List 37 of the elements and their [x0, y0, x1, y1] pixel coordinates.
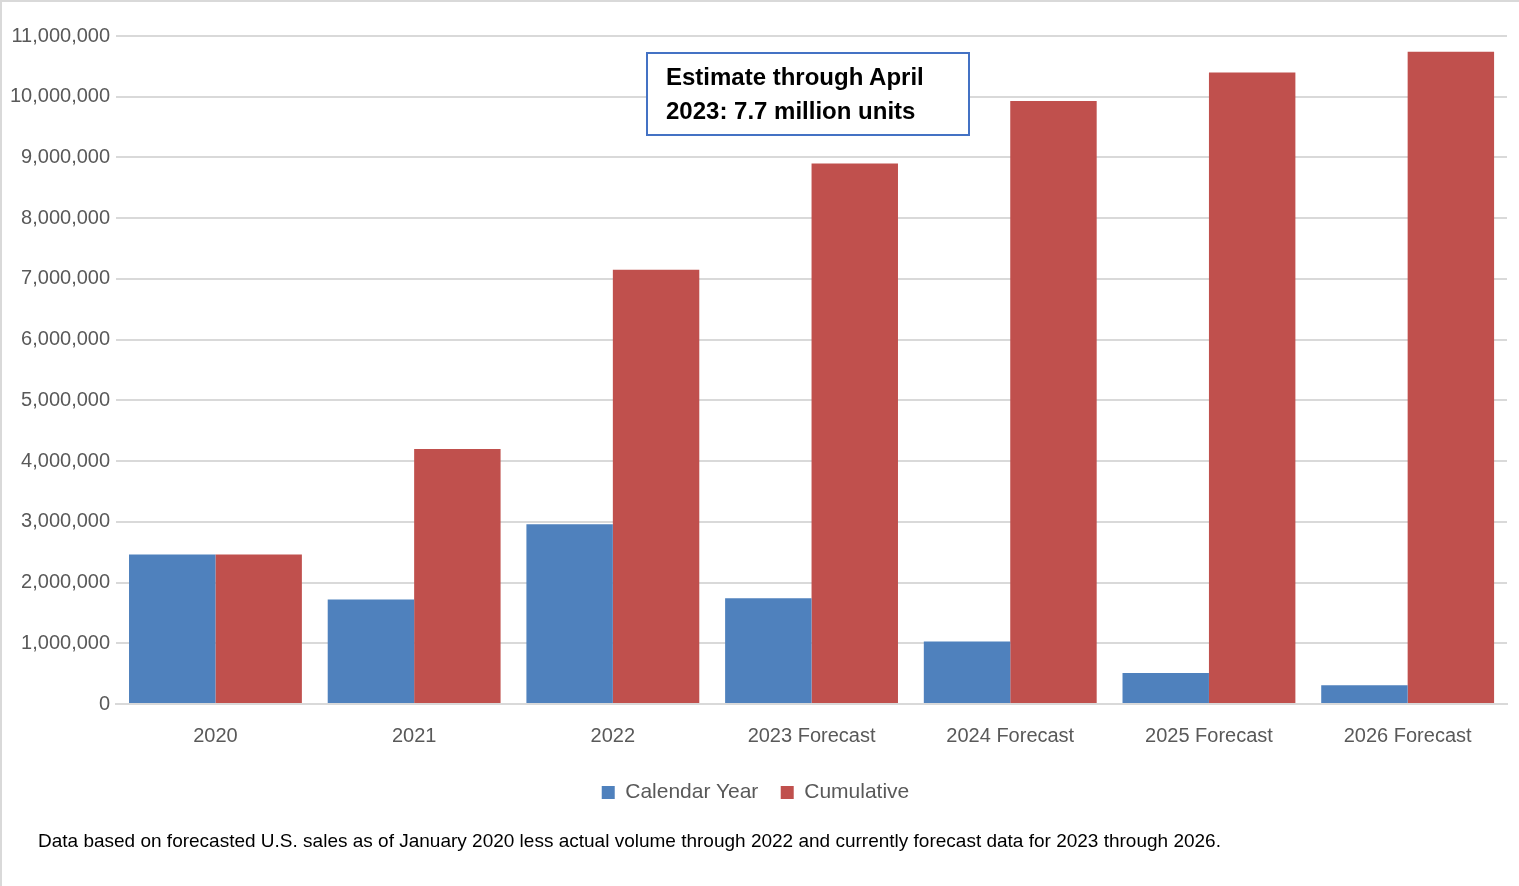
legend-label: Cumulative: [804, 779, 910, 803]
y-tick-label: 2,000,000: [21, 570, 111, 593]
x-tick-label: 2022: [590, 723, 636, 746]
bar: [725, 598, 812, 703]
bar: [215, 554, 302, 703]
text: Data based on forecasted U.S. sales as of January 2020 less actual volume through 2022 and currently forecast data for 2023 through 2026.: [38, 830, 1221, 852]
x-tick-label: 2024 Forecast: [946, 723, 1075, 746]
y-tick-label: 10,000,000: [9, 84, 111, 107]
bar: [1208, 72, 1296, 703]
annotation: Estimate through April 2023: 7.7 million units: [646, 52, 970, 136]
y-tick-label: 8,000,000: [21, 205, 111, 228]
y-tick-label: 0: [98, 691, 111, 714]
y-tick-label: 7,000,000: [21, 266, 111, 289]
y-tick-label: 11,000,000: [11, 23, 111, 46]
bar: [1010, 100, 1097, 703]
x-tick-label: 2021: [391, 723, 437, 746]
y-tick-label: 6,000,000: [21, 327, 111, 350]
bar: [1321, 685, 1408, 703]
bar: [923, 641, 1011, 703]
y-tick-label: 3,000,000: [21, 509, 111, 532]
bar: [612, 269, 700, 703]
bar: [1122, 673, 1209, 703]
bar: [811, 163, 898, 703]
bar: [1407, 51, 1495, 703]
x-tick-label: 2025 Forecast: [1145, 723, 1274, 746]
bar: [414, 448, 501, 703]
bar: [129, 554, 216, 703]
x-tick-label: 2026 Forecast: [1343, 723, 1473, 746]
legend-label: Calendar Year: [625, 779, 759, 803]
y-tick-label: 5,000,000: [21, 387, 111, 410]
y-tick-label: 4,000,000: [21, 448, 111, 471]
y-tick-label: 9,000,000: [21, 144, 111, 167]
y-tick-label: 1,000,000: [21, 630, 111, 653]
bar: [526, 524, 613, 703]
x-tick-label: 2020: [193, 723, 238, 746]
bar: [327, 599, 415, 703]
x-tick-label: 2023 Forecast: [747, 723, 876, 746]
